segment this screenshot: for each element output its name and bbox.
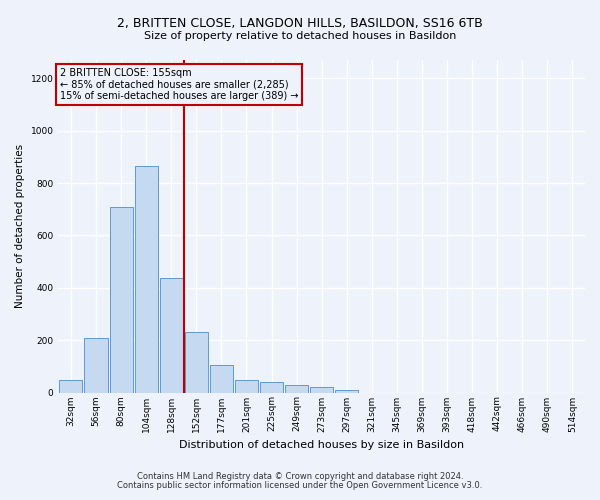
Bar [59, 380, 82, 392]
Bar [235, 380, 258, 392]
Bar [310, 388, 333, 392]
Text: Contains public sector information licensed under the Open Government Licence v3: Contains public sector information licen… [118, 481, 482, 490]
Bar [285, 384, 308, 392]
Bar [160, 278, 183, 392]
X-axis label: Distribution of detached houses by size in Basildon: Distribution of detached houses by size … [179, 440, 464, 450]
Bar [85, 338, 107, 392]
Bar [110, 206, 133, 392]
Bar [134, 166, 158, 392]
Bar [260, 382, 283, 392]
Y-axis label: Number of detached properties: Number of detached properties [15, 144, 25, 308]
Bar [185, 332, 208, 392]
Text: 2, BRITTEN CLOSE, LANGDON HILLS, BASILDON, SS16 6TB: 2, BRITTEN CLOSE, LANGDON HILLS, BASILDO… [117, 18, 483, 30]
Text: Contains HM Land Registry data © Crown copyright and database right 2024.: Contains HM Land Registry data © Crown c… [137, 472, 463, 481]
Text: 2 BRITTEN CLOSE: 155sqm
← 85% of detached houses are smaller (2,285)
15% of semi: 2 BRITTEN CLOSE: 155sqm ← 85% of detache… [59, 68, 298, 101]
Bar [210, 365, 233, 392]
Text: Size of property relative to detached houses in Basildon: Size of property relative to detached ho… [144, 31, 456, 41]
Bar [335, 390, 358, 392]
